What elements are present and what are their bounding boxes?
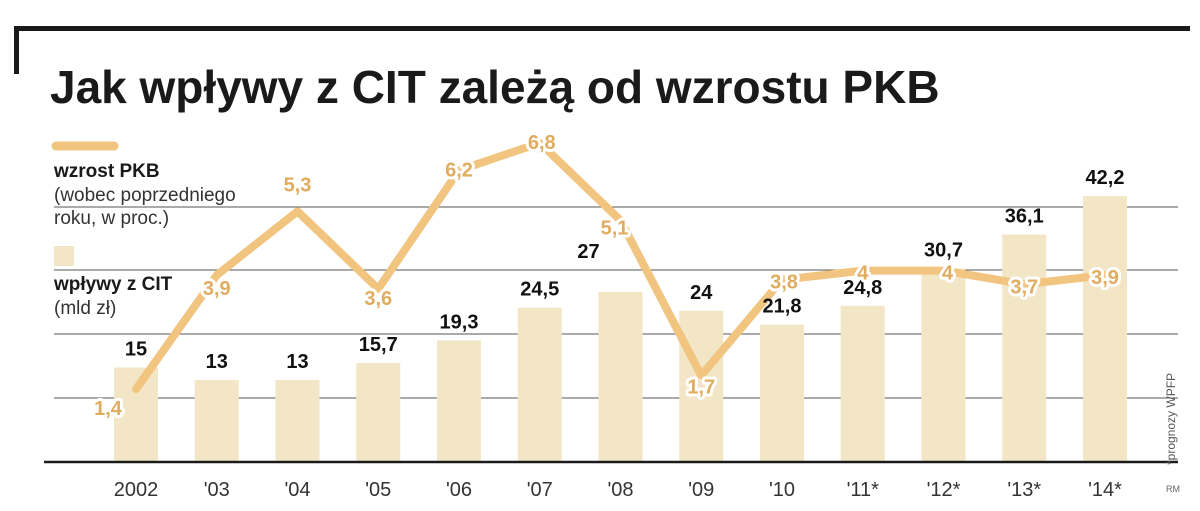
line-value-label-halo: 1,7 — [687, 376, 715, 398]
forecast-note: *prognozy WPFP — [1164, 373, 1178, 465]
bar-'03 — [194, 380, 239, 462]
x-tick-label: '04 — [284, 479, 310, 501]
line-value-label-halo: 1,4 — [94, 398, 123, 420]
line-value-label: 1,4 — [94, 398, 123, 420]
bar-value-label: 36,1 — [1005, 206, 1044, 228]
line-value-label: 5,1 — [601, 217, 629, 239]
line-value-label-halo: 3,6 — [364, 288, 392, 310]
bar-value-label: 27 — [577, 241, 599, 263]
data-labels: 15 13 13 15,7 19,3 24,5 27 24 21,8 24,8 30,7 36,1 42… — [91, 129, 1125, 423]
line-value-label-halo: 3,8 — [770, 272, 798, 294]
bar-value-label: 15,7 — [359, 334, 398, 356]
bar-value-label: 15 — [125, 339, 147, 361]
bar-value-label: 21,8 — [763, 296, 802, 318]
line-series — [132, 138, 1109, 394]
bar-'11* — [840, 305, 885, 462]
legend-line-unit-1: (wobec poprzedniego — [54, 185, 236, 206]
legend-bar-name: wpływy z CIT — [53, 274, 173, 295]
x-tick-label: 2002 — [114, 479, 159, 501]
line-value-label-halo: 3,9 — [1091, 267, 1119, 289]
line-value-label-halo: 3,7 — [1010, 276, 1038, 298]
x-tick-label: '14* — [1088, 479, 1122, 501]
line-value-label: 6,8 — [528, 132, 556, 154]
bar-value-label: 24 — [690, 282, 713, 304]
line-value-label-halo: 6,2 — [445, 159, 473, 181]
x-tick-label: '09 — [688, 479, 714, 501]
frame-left-border — [14, 26, 19, 74]
line-value-label-halo: 3,9 — [203, 278, 231, 300]
legend-bar-swatch — [54, 246, 74, 266]
line-value-label: 5,3 — [284, 174, 312, 196]
bar-value-label: 42,2 — [1086, 167, 1125, 189]
bar-'04 — [275, 380, 320, 462]
x-tick-label: '03 — [204, 479, 230, 501]
gdp-growth-line — [132, 138, 1109, 394]
x-tick-label: '13* — [1007, 479, 1041, 501]
line-value-label: 4 — [942, 263, 954, 285]
line-value-label: 3,6 — [364, 288, 392, 310]
line-value-label-halo: 5,3 — [284, 174, 312, 196]
bar-'14* — [1083, 196, 1127, 462]
bar-'08 — [598, 291, 643, 462]
bar-value-label: 13 — [286, 351, 308, 373]
frame-top-border — [14, 26, 1190, 31]
line-value-label-halo: 5,1 — [601, 217, 629, 239]
bar-'07 — [517, 307, 562, 462]
bar-'10 — [760, 324, 804, 462]
x-tick-label: '07 — [527, 479, 553, 501]
line-value-label: 3,9 — [1091, 267, 1119, 289]
line-value-label: 3,7 — [1010, 276, 1038, 298]
legend-line-name: wzrost PKB — [53, 161, 160, 182]
x-tick-label: '10 — [769, 479, 795, 501]
x-tick-label: '05 — [365, 479, 391, 501]
bar-value-label: 24,8 — [843, 277, 882, 299]
line-value-label: 4 — [857, 263, 869, 285]
line-value-label: 1,7 — [687, 376, 715, 398]
line-value-label: 3,9 — [203, 278, 231, 300]
credit: RM — [1166, 484, 1180, 494]
line-value-label: 3,8 — [770, 272, 798, 294]
bar-value-label: 13 — [206, 351, 228, 373]
x-tick-label: '08 — [607, 479, 633, 501]
x-tick-label: '11* — [847, 479, 880, 501]
line-value-label: 6,2 — [445, 159, 473, 181]
line-value-label-halo: 4 — [942, 263, 954, 285]
bar-value-label: 30,7 — [924, 240, 963, 262]
bar-'12* — [921, 268, 966, 462]
bar-'13* — [1002, 234, 1047, 462]
legend: wzrost PKB (wobec poprzedniego roku, w p… — [51, 141, 236, 319]
bar-'09 — [679, 310, 724, 462]
legend-line-unit-2: roku, w proc.) — [54, 208, 169, 229]
line-value-label-halo: 6,8 — [528, 132, 556, 154]
line-value-label-halo: 4 — [857, 263, 869, 285]
x-axis-ticks: 2002 '03 '04 '05 '06 '07 '08 '09 '10 '11* '12* '13*… — [114, 479, 1122, 501]
bar-value-label: 24,5 — [520, 279, 559, 301]
bar-'05 — [356, 363, 401, 462]
x-tick-label: '12* — [927, 479, 961, 501]
x-tick-label: '06 — [446, 479, 472, 501]
legend-bar-unit: (mld zł) — [54, 298, 116, 319]
bar-'06 — [437, 340, 481, 462]
chart-title: Jak wpływy z CIT zależą od wzrostu PKB — [50, 61, 940, 113]
bar-value-label: 19,3 — [440, 311, 479, 333]
